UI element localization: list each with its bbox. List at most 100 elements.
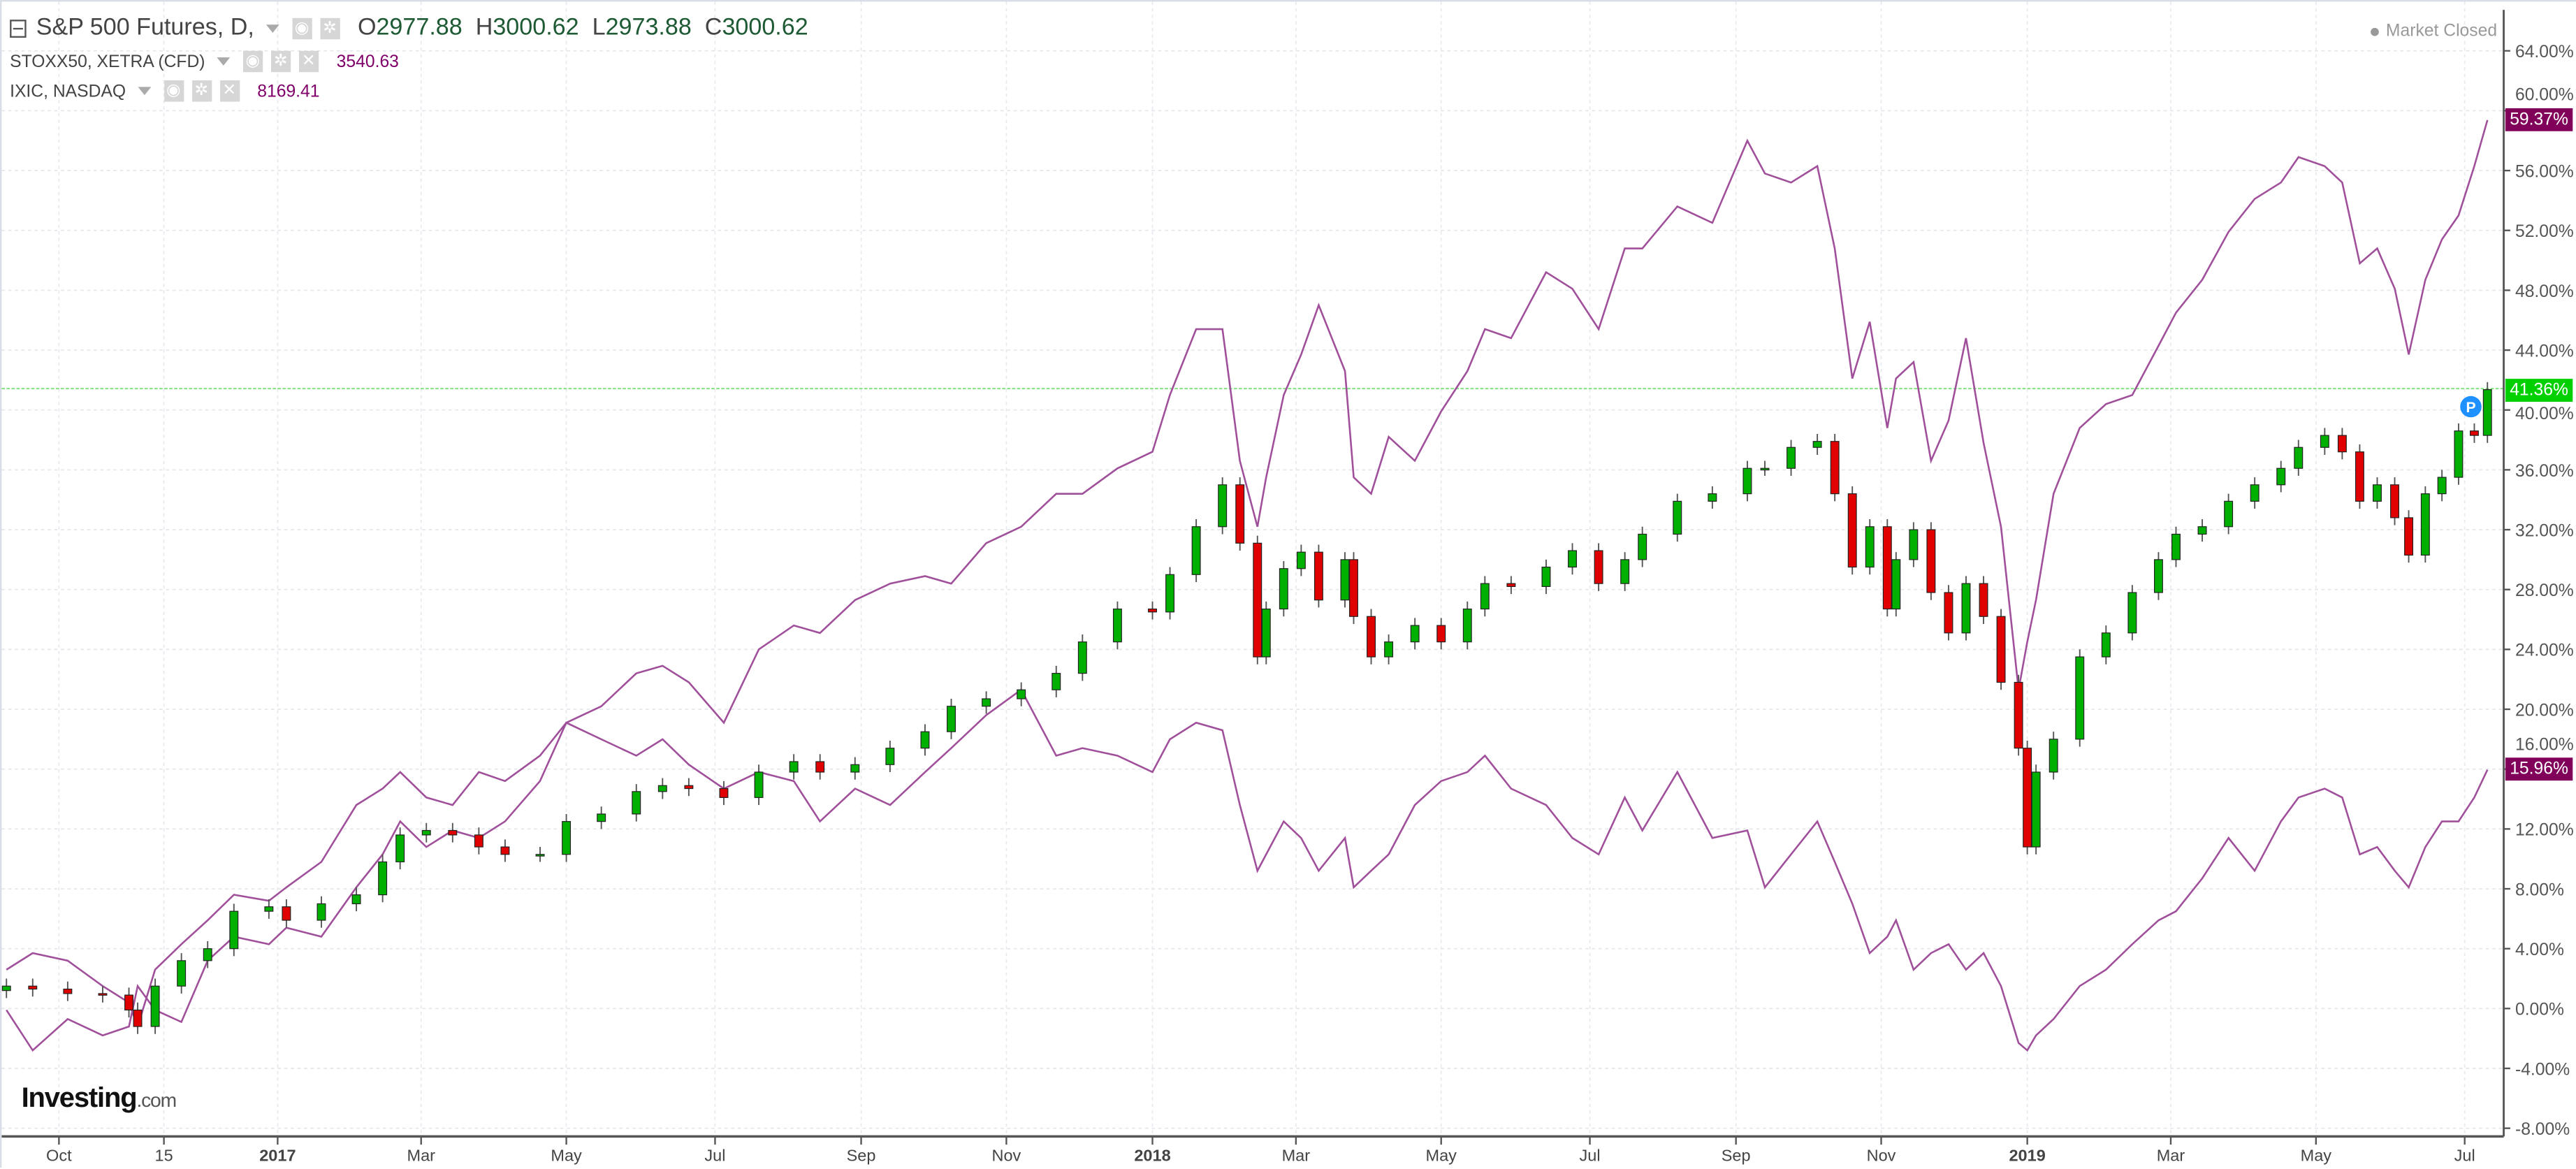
x-tick-label: Sep [1722, 1147, 1751, 1165]
x-tick-label: May [1425, 1147, 1457, 1165]
candle [448, 822, 458, 843]
candle [282, 899, 291, 928]
candle-body-down [1594, 550, 1603, 584]
candle-body-up [421, 829, 431, 836]
x-tick-label: 15 [155, 1147, 173, 1165]
candle-body-up [395, 834, 405, 863]
candle [2482, 382, 2492, 443]
candle-body-down [1506, 583, 1516, 588]
candle [229, 903, 239, 957]
candle-body-up [2049, 739, 2058, 773]
close-icon[interactable]: ✕ [298, 50, 319, 73]
candle-body-up [378, 861, 388, 896]
y-tick-label: 0.00% [2515, 1001, 2564, 1019]
candle [1296, 544, 1306, 576]
candle [1017, 682, 1026, 706]
gear-icon[interactable]: ✲ [319, 17, 340, 39]
candle-body-up [1673, 500, 1682, 535]
overlay-title[interactable]: STOXX50, XETRA (CFD) [10, 51, 205, 72]
x-tick-label: May [2301, 1147, 2332, 1165]
overlay-value: 8169.41 [257, 81, 320, 101]
candle [1279, 561, 1288, 617]
candle [2197, 519, 2207, 542]
candle [597, 806, 606, 829]
candle [535, 847, 545, 862]
x-tick-label: May [551, 1147, 582, 1165]
candle-body-down [1253, 542, 1262, 658]
overlay-title[interactable]: IXIC, NASDAQ [10, 81, 126, 101]
candle-body-down [1944, 592, 1953, 634]
logo-main: Investing [21, 1082, 138, 1114]
candle [1191, 519, 1201, 583]
dropdown-arrow-icon[interactable] [265, 24, 279, 32]
candle-body-down [2404, 517, 2414, 556]
candle [1787, 440, 1796, 476]
candle-body-down [1235, 484, 1245, 544]
y-tick-label: 28.00% [2515, 581, 2574, 600]
candle [1112, 601, 1122, 650]
x-tick-label: Jul [2454, 1147, 2475, 1165]
candle [562, 813, 572, 862]
candle [2469, 423, 2479, 443]
y-tick-label: 40.00% [2515, 405, 2574, 423]
candle [1261, 601, 1271, 665]
candle [1909, 522, 1919, 567]
collapse-icon[interactable] [10, 18, 27, 37]
candle [1235, 477, 1245, 551]
visibility-icon[interactable]: ◉ [242, 50, 263, 73]
main-symbol-title[interactable]: S&P 500 Futures, D, [36, 15, 254, 41]
candle-body-down [1979, 583, 1988, 617]
high-label: H [475, 15, 493, 41]
y-tick-label: 52.00% [2515, 222, 2574, 241]
x-tick-label: Sep [847, 1147, 876, 1165]
x-tick-label: Jul [704, 1147, 725, 1165]
candles [1, 382, 2492, 1034]
candle [2420, 486, 2430, 563]
gear-icon[interactable]: ✲ [270, 50, 291, 73]
candle-body-up [264, 906, 274, 912]
candle [1541, 559, 1551, 595]
candle [2014, 674, 2023, 756]
status-dot-icon [2371, 27, 2380, 36]
visibility-icon[interactable]: ◉ [291, 17, 312, 39]
candle-body-down [2023, 748, 2032, 848]
dropdown-arrow-icon[interactable] [137, 87, 151, 96]
candle-body-up [1462, 608, 1472, 643]
candle [2337, 428, 2347, 460]
candle-body-up [1191, 526, 1201, 575]
candle-body-up [1708, 493, 1717, 502]
candle [2049, 732, 2058, 780]
investing-logo: Investing.com [21, 1082, 177, 1115]
candle [1340, 552, 1350, 608]
visibility-icon[interactable]: ◉ [163, 80, 184, 102]
candle [2404, 510, 2414, 563]
candle [982, 691, 991, 714]
candle-body-down [1847, 493, 1857, 568]
candle-body-up [2153, 559, 2163, 593]
y-tick-label: 60.00% [2515, 86, 2574, 105]
candle [815, 754, 825, 780]
y-tick-label: 56.00% [2515, 162, 2574, 181]
candle [150, 978, 160, 1034]
candle-body-up [1410, 625, 1420, 643]
dropdown-arrow-icon[interactable] [217, 57, 230, 66]
candle [1638, 526, 1647, 567]
low-label: L [592, 15, 606, 41]
marker-p-icon[interactable]: P [2460, 395, 2482, 418]
candle [1708, 486, 1717, 509]
candle [1314, 544, 1323, 608]
candle-body-down [1436, 625, 1446, 643]
close-icon[interactable]: ✕ [219, 80, 240, 102]
grid [1, 1, 2504, 1137]
gear-icon[interactable]: ✲ [191, 80, 212, 102]
candle-body-down [2337, 435, 2347, 453]
candle-body-down [2469, 430, 2479, 436]
candle [1077, 634, 1087, 681]
candle [474, 827, 483, 855]
candle [1812, 433, 1822, 455]
candle-body-down [2390, 484, 2399, 518]
x-tick-label: Mar [1282, 1147, 1311, 1165]
y-tick-label: 64.00% [2515, 43, 2574, 61]
